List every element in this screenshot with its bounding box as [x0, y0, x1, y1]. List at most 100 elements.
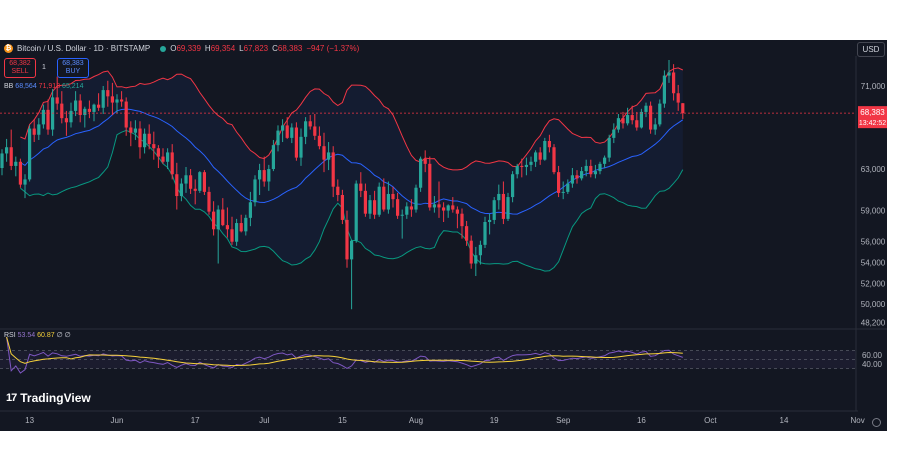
candle-body — [248, 202, 252, 218]
candle-body — [681, 103, 685, 114]
candle-body — [294, 127, 298, 158]
candle-body — [359, 183, 363, 191]
candle — [207, 186, 211, 215]
sell-button[interactable]: 68,382 SELL — [4, 58, 36, 78]
candle-body — [488, 219, 492, 222]
candle-body — [405, 206, 409, 215]
candle-body — [267, 169, 271, 182]
candle-body — [18, 161, 22, 185]
bb-upper: 71,913 — [38, 83, 61, 90]
candle-body — [198, 172, 202, 191]
candle-body — [589, 165, 593, 175]
candle-body — [64, 118, 68, 123]
candle — [313, 114, 317, 140]
candle — [221, 198, 225, 227]
candle-body — [377, 186, 381, 215]
candle-body — [239, 223, 243, 232]
candle-body — [290, 127, 294, 138]
candle — [382, 178, 386, 212]
candle — [147, 124, 151, 150]
currency-button[interactable]: USD — [857, 42, 885, 57]
candle — [37, 118, 41, 140]
candle — [225, 207, 229, 238]
candle-body — [598, 163, 602, 172]
price-tag-bg — [858, 106, 887, 129]
candle — [584, 159, 588, 177]
bollinger-upper-line — [20, 67, 684, 171]
rsi-legend[interactable]: RSI 53.54 60.87 ∅ ∅ — [4, 331, 71, 339]
candle — [543, 137, 547, 161]
candle — [451, 197, 455, 213]
candle-body — [271, 145, 275, 170]
candle-body — [69, 110, 73, 123]
bollinger-band-fill — [20, 67, 683, 272]
rsi-extra-2: ∅ — [64, 332, 71, 339]
chart-panel[interactable]: 71,000 63,000 59,000 56,000 54,000 52,000 50,0… — [0, 40, 887, 431]
candle — [497, 184, 501, 210]
candle — [156, 145, 160, 168]
candle-body — [419, 158, 423, 188]
candle-body — [626, 115, 630, 124]
candle — [506, 192, 510, 221]
candle — [83, 106, 87, 128]
candle-body — [570, 175, 574, 184]
candle — [152, 131, 156, 160]
candle-body — [193, 188, 197, 191]
candle-body — [313, 126, 317, 136]
candle — [612, 123, 616, 144]
candle — [299, 128, 303, 166]
candle — [28, 125, 32, 182]
rsi-value: 53.54 — [17, 332, 36, 339]
candle — [340, 189, 344, 225]
ohlc-change: −947 (−1.37%) — [306, 44, 360, 53]
candle — [0, 149, 4, 176]
candle — [281, 119, 285, 143]
candle — [644, 102, 648, 118]
candle — [639, 108, 643, 129]
candle-body — [534, 152, 538, 162]
candle-body — [327, 152, 331, 160]
candle-body — [129, 127, 133, 133]
bollinger-fill-area — [20, 67, 683, 272]
candle — [377, 182, 381, 217]
candle — [271, 139, 275, 172]
candle — [368, 195, 372, 219]
candle-body — [520, 165, 524, 167]
candle-body — [110, 96, 114, 103]
candle-body — [621, 118, 625, 124]
chart-canvas[interactable]: 71,000 63,000 59,000 56,000 54,000 52,000 50,0… — [0, 40, 887, 431]
x-tick-label: Jul — [259, 416, 269, 425]
candle-body — [543, 141, 547, 160]
candle-body — [658, 103, 662, 125]
candle-body — [667, 72, 671, 76]
candle — [179, 178, 183, 202]
candle — [216, 205, 220, 264]
candle-body — [451, 205, 455, 210]
candle-body — [60, 103, 64, 119]
bb-basis: 68,564 — [15, 83, 37, 90]
x-tick-label: 15 — [338, 416, 347, 425]
bb-lower: 65,214 — [62, 83, 84, 90]
symbol-legend[interactable]: ₿ Bitcoin / U.S. Dollar · 1D · BITSTAMP … — [4, 44, 359, 53]
candle-body — [106, 90, 110, 97]
candle — [322, 132, 326, 173]
candle-body — [354, 183, 358, 241]
brand-name: TradingView — [20, 391, 91, 405]
candle — [492, 197, 496, 225]
candle — [101, 85, 105, 114]
candle — [262, 156, 266, 187]
buy-button[interactable]: 68,383 BUY — [57, 58, 89, 78]
candle-body — [511, 174, 515, 198]
x-tick-label: Nov — [850, 416, 864, 425]
candle — [276, 125, 280, 152]
candle — [18, 158, 22, 188]
candle-body — [285, 125, 289, 138]
candle-body — [442, 207, 446, 211]
spread-value: 1 — [42, 64, 46, 71]
settings-icon[interactable] — [872, 418, 881, 427]
candle — [212, 201, 216, 236]
y-tick-label: 56,000 — [861, 238, 886, 247]
candle-body — [506, 197, 510, 219]
candle — [442, 202, 446, 222]
bollinger-legend[interactable]: BB 68,564 71,913 65,214 — [4, 83, 83, 90]
